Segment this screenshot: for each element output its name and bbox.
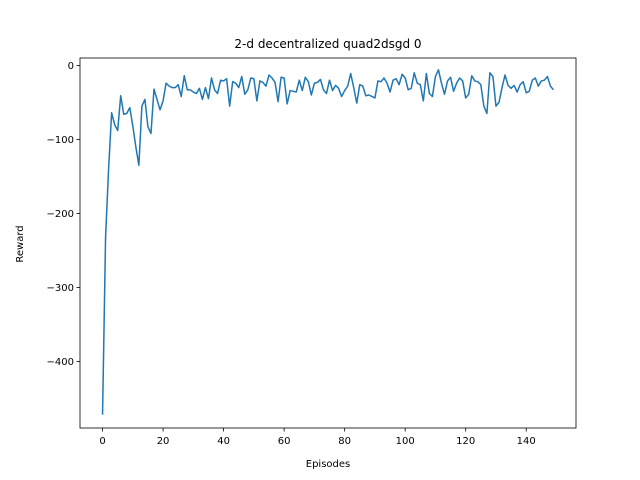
plot-area <box>101 69 555 415</box>
x-axis-ticks: 0 20 40 60 80 100 120 140 <box>99 428 536 447</box>
series-line-0 <box>101 69 555 415</box>
y-tick-label: −200 <box>47 209 74 220</box>
x-tick-label: 0 <box>99 436 105 447</box>
x-tick-label: 100 <box>396 436 415 447</box>
x-tick-label: 120 <box>456 436 475 447</box>
x-tick-label: 40 <box>217 436 230 447</box>
x-tick-label: 60 <box>278 436 291 447</box>
y-axis-ticks: 0 −100 −200 −300 −400 <box>47 61 80 368</box>
x-tick-label: 80 <box>338 436 351 447</box>
y-tick-label: −300 <box>47 283 74 294</box>
y-axis-label: Reward <box>15 225 26 262</box>
x-tick-label: 20 <box>157 436 170 447</box>
chart-title: 2-d decentralized quad2dsgd 0 <box>234 37 421 51</box>
x-axis-label: Episodes <box>306 459 350 470</box>
y-tick-label: −400 <box>47 357 74 368</box>
y-tick-label: 0 <box>68 61 74 72</box>
plot-frame <box>79 57 577 429</box>
y-tick-label: −100 <box>47 135 74 146</box>
x-tick-label: 140 <box>517 436 536 447</box>
